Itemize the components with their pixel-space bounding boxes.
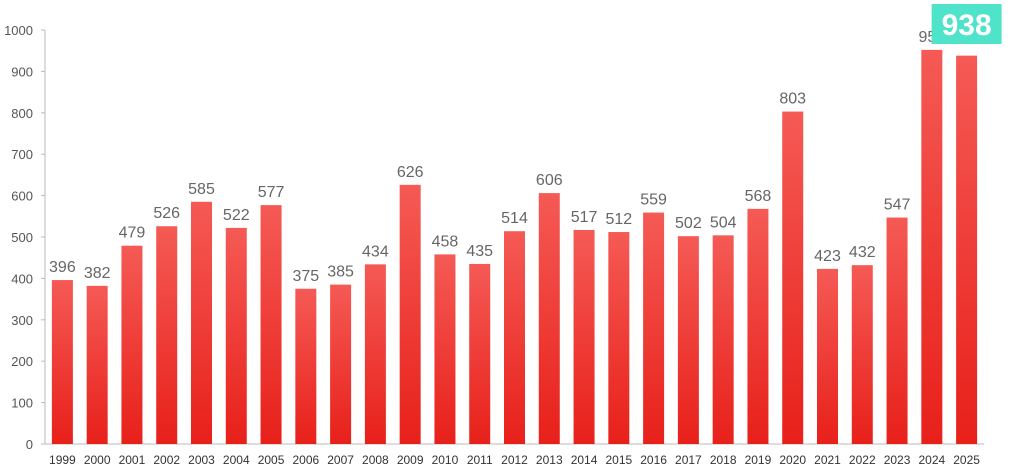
data-label-2012: 514	[501, 210, 528, 227]
bar-2010	[434, 254, 456, 444]
bar-2019	[747, 208, 769, 444]
bar-2006	[295, 288, 317, 444]
bar-2022	[851, 265, 873, 444]
y-tick-label: 400	[11, 271, 33, 286]
x-tick-label-2004: 2004	[223, 453, 250, 467]
data-label-2000: 382	[84, 265, 111, 282]
x-tick-label-2021: 2021	[814, 453, 841, 467]
x-tick-label-2013: 2013	[536, 453, 563, 467]
data-label-2019: 568	[745, 188, 772, 205]
x-tick-label-2016: 2016	[640, 453, 667, 467]
x-tick-label-2025: 2025	[953, 453, 980, 467]
x-tick-label-2014: 2014	[571, 453, 598, 467]
x-tick-label-2009: 2009	[397, 453, 424, 467]
x-tick-label-2000: 2000	[84, 453, 111, 467]
x-tick-label-2012: 2012	[501, 453, 528, 467]
bar-2024	[921, 49, 943, 444]
x-tick-label-2019: 2019	[745, 453, 772, 467]
bar-2013	[538, 193, 560, 444]
y-tick-label: 200	[11, 354, 33, 369]
data-label-2001: 479	[119, 225, 146, 242]
x-tick-label-2010: 2010	[432, 453, 459, 467]
data-label-2021: 423	[814, 248, 841, 265]
y-tick-label: 100	[11, 396, 33, 411]
data-label-2017: 502	[675, 215, 702, 232]
data-label-2013: 606	[536, 172, 563, 189]
x-tick-label-2024: 2024	[918, 453, 945, 467]
bar-2020	[782, 111, 804, 445]
bar-2021	[817, 268, 838, 444]
x-tick-label-2015: 2015	[605, 453, 632, 467]
bar-2001	[121, 245, 143, 444]
data-label-2023: 547	[884, 197, 911, 214]
y-tick-label: 1000	[4, 23, 33, 38]
x-tick-label-2001: 2001	[119, 453, 146, 467]
bars	[51, 49, 978, 445]
bar-2018	[712, 235, 734, 444]
data-label-2005: 577	[258, 184, 285, 201]
bar-2000	[86, 285, 108, 444]
x-tick-label-2002: 2002	[153, 453, 180, 467]
x-tick-label-1999: 1999	[49, 453, 76, 467]
bar-2015	[608, 232, 630, 444]
data-label-2007: 385	[327, 264, 354, 281]
data-label-2018: 504	[710, 214, 737, 231]
highlight-value-label: 938	[942, 9, 992, 42]
bar-2005	[260, 205, 282, 444]
bar-2004	[225, 227, 247, 444]
bar-1999	[51, 280, 73, 444]
highlight-callout: 938	[931, 4, 1002, 44]
data-label-2004: 522	[223, 207, 250, 224]
bar-2012	[504, 231, 525, 444]
bar-2023	[886, 217, 908, 444]
x-tick-label-2006: 2006	[292, 453, 319, 467]
y-axis: 0 100 200 300 400 500 600 700 800 900 1000	[4, 23, 46, 452]
bar-2002	[156, 226, 178, 444]
bar-2016	[643, 212, 665, 444]
x-tick-label-2011: 2011	[467, 453, 493, 467]
data-label-2014: 517	[571, 209, 598, 226]
data-labels: 396 382 479 526 585 522 577 375 385 434 626 458 435 5…	[49, 29, 945, 285]
data-label-2008: 434	[362, 243, 389, 260]
x-tick-label-2007: 2007	[327, 453, 354, 467]
bar-2008	[364, 264, 386, 444]
bar-2003	[191, 201, 212, 444]
data-label-2002: 526	[153, 205, 180, 222]
x-tick-label-2018: 2018	[710, 453, 737, 467]
y-tick-label: 900	[11, 64, 33, 79]
y-tick-label: 800	[11, 106, 33, 121]
data-label-2006: 375	[292, 268, 319, 285]
bar-2009	[399, 184, 421, 444]
y-tick-label: 300	[11, 313, 33, 328]
data-label-2022: 432	[849, 244, 876, 261]
data-label-2015: 512	[605, 211, 632, 228]
data-label-1999: 396	[49, 259, 76, 276]
data-label-2003: 585	[188, 181, 215, 198]
data-label-2011: 435	[466, 243, 493, 260]
x-axis: 1999 2000 2001 2002 2003 2004 2005 2006 2007 2008…	[45, 443, 984, 467]
x-tick-label-2005: 2005	[258, 453, 285, 467]
x-tick-label-2022: 2022	[849, 453, 876, 467]
bar-2025	[956, 55, 978, 444]
bar-2017	[677, 236, 699, 444]
highlight-badge	[931, 4, 1002, 44]
data-label-2010: 458	[432, 233, 459, 250]
y-tick-label: 500	[11, 230, 33, 245]
x-tick-label-2008: 2008	[362, 453, 389, 467]
data-label-2016: 559	[640, 192, 667, 209]
y-tick-label: 0	[26, 437, 33, 452]
bar-2007	[330, 284, 352, 444]
bar-2011	[469, 263, 491, 444]
y-tick-label: 700	[11, 147, 33, 162]
y-tick-label: 600	[11, 189, 33, 204]
data-label-2009: 626	[397, 164, 424, 181]
bar-2014	[573, 229, 595, 444]
x-tick-label-2017: 2017	[675, 453, 702, 467]
x-tick-label-2003: 2003	[188, 453, 215, 467]
x-tick-label-2020: 2020	[779, 453, 806, 467]
x-tick-label-2023: 2023	[884, 453, 911, 467]
data-label-2020: 803	[779, 91, 806, 108]
